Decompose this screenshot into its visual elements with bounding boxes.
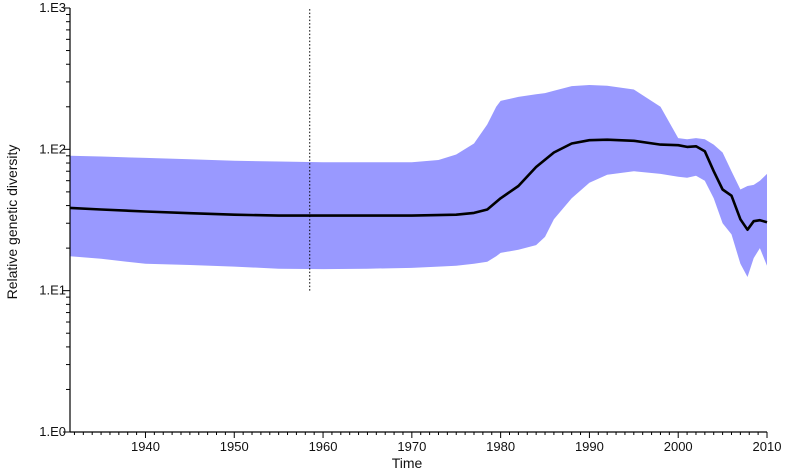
- x-tick-label: 2010: [753, 439, 782, 454]
- plot-area: [69, 8, 768, 291]
- x-tick-label: 1980: [486, 439, 515, 454]
- x-tick-label: 1970: [397, 439, 426, 454]
- x-tick-label: 1950: [220, 439, 249, 454]
- axes: 1940 1950 1960 1970 1980 1990 2000 2010 1.E0 1.E1…: [39, 0, 781, 454]
- y-tick-label: 1.E3: [39, 0, 66, 15]
- y-tick-label: 1.E2: [39, 141, 66, 156]
- x-tick-label: 1990: [575, 439, 604, 454]
- median-line: [69, 138, 768, 231]
- y-tick-label: 1.E0: [39, 424, 66, 439]
- x-tick-label: 1940: [131, 439, 160, 454]
- x-axis-label: Time: [392, 455, 423, 471]
- x-tick-label: 2000: [664, 439, 693, 454]
- y-axis-label: Relative genetic diversity: [4, 145, 20, 300]
- y-tick-label: 1.E1: [39, 283, 66, 298]
- hpd-band: [70, 85, 767, 277]
- x-tick-label: 1960: [309, 439, 338, 454]
